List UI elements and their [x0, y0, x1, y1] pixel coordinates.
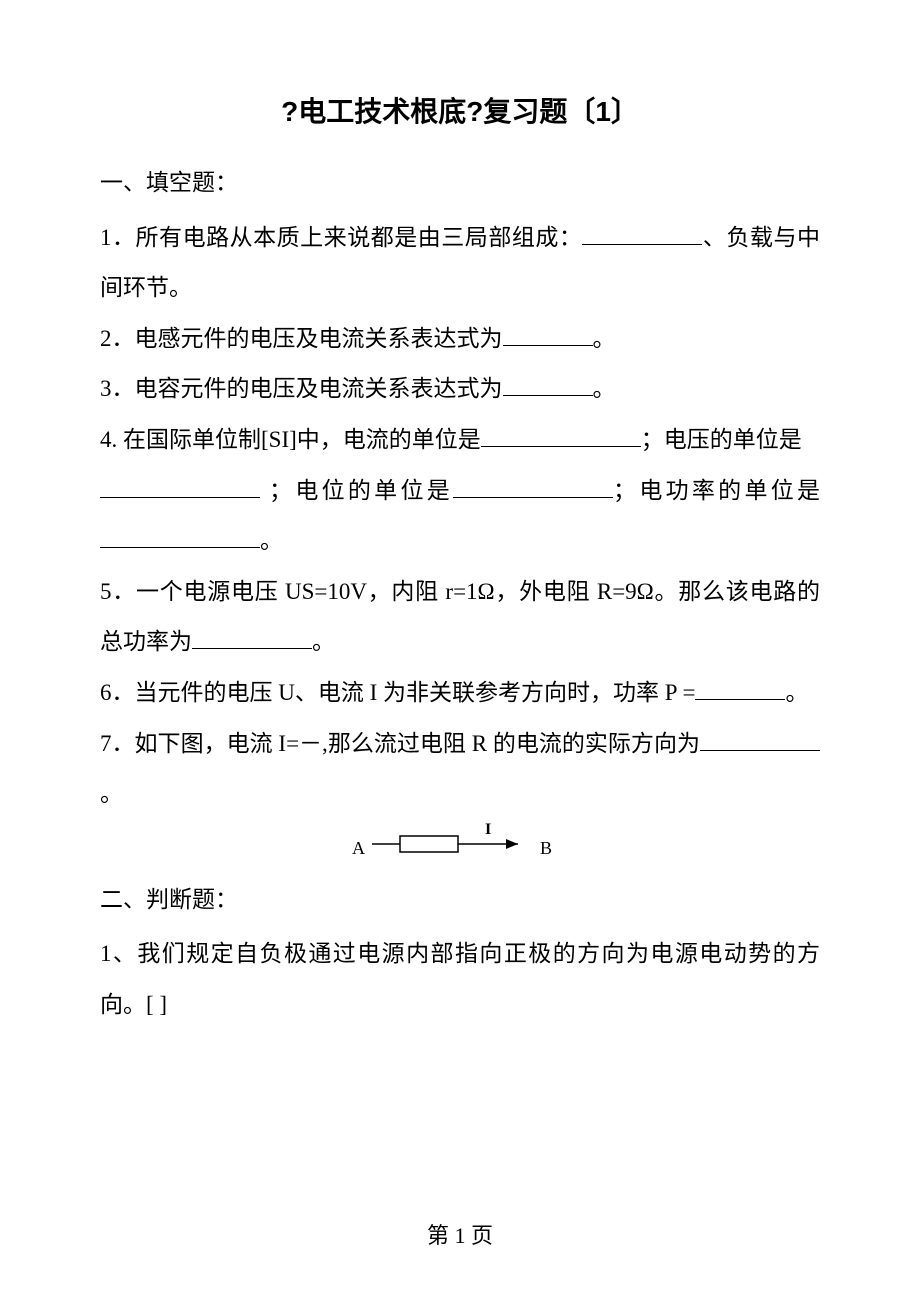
- question-5: 5．一个电源电压 US=10V，内阻 r=1Ω，外电阻 R=9Ω。那么该电路的总…: [100, 567, 820, 668]
- blank: [582, 227, 702, 245]
- circuit-diagram: A I B: [100, 822, 820, 869]
- page-footer: 第 1 页: [0, 1218, 920, 1250]
- section-1-header: 一、填空题：: [100, 158, 820, 209]
- q6-text-b: 。: [785, 680, 808, 705]
- q6-text-a: 6．当元件的电压 U、电流 I 为非关联参考方向时，功率 P =: [100, 680, 695, 705]
- question-4: 4. 在国际单位制[SI]中，电流的单位是 ；电压的单位是: [100, 415, 820, 466]
- page-title: ?电工技术根底?复习题〔1〕: [100, 90, 820, 130]
- q3-text-a: 3．电容元件的电压及电流关系表达式为: [100, 376, 503, 401]
- blank: [695, 682, 785, 700]
- q4-text-b: ；电压的单位是: [641, 427, 802, 452]
- blank: [100, 480, 260, 498]
- question-3: 3．电容元件的电压及电流关系表达式为 。: [100, 364, 820, 415]
- q4-text-c: ；电位的单位是: [260, 478, 453, 503]
- question-7: 7．如下图，电流 I=－,那么流过电阻 R 的电流的实际方向为。: [100, 719, 820, 820]
- q4-text-e: 。: [260, 528, 283, 553]
- blank: [700, 733, 820, 751]
- q7-text-a: 7．如下图，电流 I=－,那么流过电阻 R 的电流的实际方向为: [100, 731, 700, 756]
- q1-text-a: 1．所有电路从本质上来说都是由三局部组成：: [100, 225, 582, 250]
- blank: [481, 429, 641, 447]
- label-a: A: [352, 838, 365, 858]
- blank: [503, 378, 593, 396]
- label-b: B: [540, 838, 552, 858]
- question-4-cont: ；电位的单位是 ；电功率的单位是。: [100, 466, 820, 567]
- question-6: 6．当元件的电压 U、电流 I 为非关联参考方向时，功率 P = 。: [100, 668, 820, 719]
- q2-text-a: 2．电感元件的电压及电流关系表达式为: [100, 326, 503, 351]
- section-2-header: 二、判断题：: [100, 875, 820, 926]
- q3-text-b: 。: [593, 376, 616, 401]
- arrow-head-icon: [506, 839, 518, 849]
- blank: [100, 530, 260, 548]
- blank: [192, 631, 312, 649]
- label-i: I: [485, 822, 491, 838]
- q7-text-b: 。: [100, 781, 123, 806]
- question-1: 1．所有电路从本质上来说都是由三局部组成：、负载与中间环节。: [100, 213, 820, 314]
- q2-text-b: 。: [593, 326, 616, 351]
- resistor-diagram-svg: A I B: [330, 822, 590, 864]
- question-s2-1: 1、我们规定自负极通过电源内部指向正极的方向为电源电动势的方向。[ ]: [100, 929, 820, 1030]
- blank: [453, 480, 613, 498]
- blank: [503, 328, 593, 346]
- question-2: 2．电感元件的电压及电流关系表达式为 。: [100, 314, 820, 365]
- q4-text-d: ；电功率的单位是: [613, 478, 820, 503]
- q5-text-b: 。: [312, 629, 335, 654]
- q4-text-a: 4. 在国际单位制[SI]中，电流的单位是: [100, 427, 481, 452]
- resistor-box: [400, 836, 458, 852]
